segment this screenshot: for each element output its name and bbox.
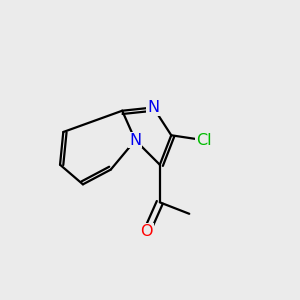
- Text: O: O: [140, 224, 153, 239]
- Text: N: N: [147, 100, 159, 115]
- Text: N: N: [129, 133, 141, 148]
- Text: Cl: Cl: [196, 133, 212, 148]
